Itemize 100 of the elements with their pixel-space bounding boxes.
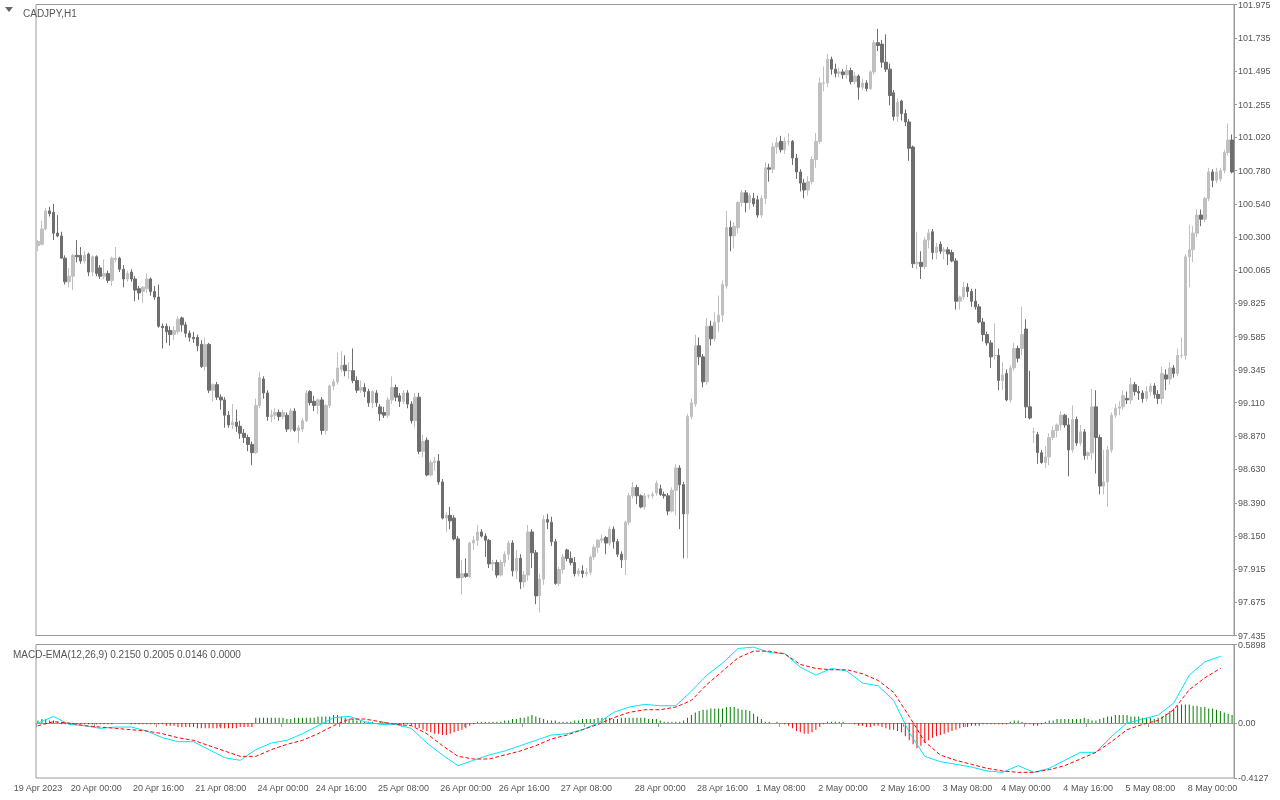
candlestick (476, 524, 479, 547)
candlestick (1153, 382, 1156, 400)
candlestick (1215, 167, 1218, 184)
candlestick (565, 548, 569, 562)
candlestick (1141, 389, 1144, 404)
candlestick (1176, 347, 1179, 377)
candlestick (783, 136, 786, 155)
candlestick (841, 68, 845, 80)
candlestick (1121, 389, 1125, 411)
candlestick (674, 463, 678, 516)
candlestick (180, 316, 184, 333)
x-tick-label: 3 May 08:00 (942, 782, 993, 793)
candlestick (1145, 385, 1148, 402)
candlestick (896, 97, 899, 123)
candlestick (413, 392, 417, 429)
candlestick (200, 339, 203, 369)
candlestick (1005, 368, 1008, 402)
candlestick (1024, 318, 1028, 419)
y-tick-label: 98.150 (1238, 531, 1266, 542)
candlestick (359, 379, 363, 394)
chart-title: CADJPY,H1 (23, 7, 78, 19)
candlestick (293, 407, 296, 433)
candlestick (1199, 209, 1203, 227)
candlestick (95, 254, 98, 277)
candlestick (515, 549, 518, 580)
candlestick (1001, 361, 1004, 391)
candlestick (1067, 417, 1070, 477)
candlestick (666, 492, 670, 516)
candlestick (87, 252, 90, 277)
candlestick (425, 436, 429, 477)
candlestick (655, 480, 658, 497)
candlestick (939, 240, 942, 255)
candlestick (1149, 382, 1152, 397)
candlestick (320, 396, 324, 436)
candlestick (853, 71, 857, 85)
candlestick (935, 242, 938, 261)
y-tick-label: 0.00 (1238, 718, 1256, 729)
y-tick-label: 100.540 (1238, 198, 1271, 209)
y-tick-label: 101.975 (1238, 0, 1271, 10)
candlestick (52, 203, 55, 241)
candlestick (347, 361, 351, 380)
candlestick (919, 250, 923, 280)
x-tick-label: 28 Apr 16:00 (696, 782, 749, 793)
y-tick-label: 97.675 (1238, 597, 1266, 608)
x-tick-label: 2 May 16:00 (880, 782, 931, 793)
candlestick (1020, 306, 1024, 356)
candlestick (1090, 388, 1094, 461)
candlestick (223, 396, 226, 429)
candlestick (71, 253, 75, 291)
y-tick-label: 101.255 (1238, 99, 1271, 110)
candlestick (748, 192, 751, 211)
x-tick-label: 21 Apr 08:00 (195, 782, 247, 793)
candlestick (830, 56, 833, 76)
candlestick (865, 79, 868, 92)
candlestick (1230, 133, 1234, 174)
candlestick (1129, 377, 1133, 405)
candlestick (635, 484, 639, 505)
candlestick (421, 434, 425, 458)
candlestick (402, 389, 405, 405)
candlestick (316, 398, 320, 415)
y-tick-label: 98.870 (1238, 431, 1266, 442)
candlestick (946, 246, 950, 266)
candlestick (1125, 391, 1129, 405)
candlestick (1133, 381, 1137, 397)
candlestick (491, 559, 495, 572)
chart-title: MACD-EMA(12,26,9) 0.2150 0.2005 0.0146 0.0000 (13, 648, 242, 660)
candlestick (83, 250, 86, 265)
candlestick (997, 347, 1000, 391)
candlestick (931, 228, 934, 261)
candlestick (106, 270, 110, 284)
y-tick-label: 97.435 (1238, 630, 1266, 641)
candlestick (371, 389, 374, 409)
candlestick (102, 259, 106, 280)
candlestick (149, 277, 152, 297)
candlestick (460, 559, 464, 595)
x-tick-label: 28 Apr 00:00 (634, 782, 686, 793)
candlestick (519, 553, 522, 590)
candlestick (207, 342, 211, 394)
candlestick (900, 99, 903, 122)
candlestick (826, 53, 829, 88)
candlestick (343, 354, 347, 377)
x-tick-label: 26 Apr 00:00 (440, 782, 492, 793)
x-tick-label: 4 May 16:00 (1063, 782, 1113, 793)
y-tick-label: 101.495 (1238, 66, 1271, 77)
x-tick-label: 2 May 00:00 (818, 782, 868, 793)
y-tick-label: 99.585 (1238, 331, 1266, 342)
y-tick-label: 98.390 (1238, 497, 1266, 508)
candlestick (849, 67, 853, 85)
candlestick (1164, 368, 1168, 391)
candlestick (779, 135, 783, 154)
x-tick-label: 5 May 08:00 (1125, 782, 1176, 793)
candlestick (1172, 364, 1175, 379)
y-tick-label: 100.300 (1238, 232, 1271, 243)
x-tick-label: 27 Apr 08:00 (560, 782, 612, 793)
x-tick-label: 1 May 08:00 (756, 782, 806, 793)
candlestick (211, 382, 215, 402)
candlestick (464, 557, 468, 579)
candlestick (857, 74, 860, 101)
candlestick (861, 78, 864, 91)
y-tick-label: 0.5898 (1238, 639, 1266, 650)
